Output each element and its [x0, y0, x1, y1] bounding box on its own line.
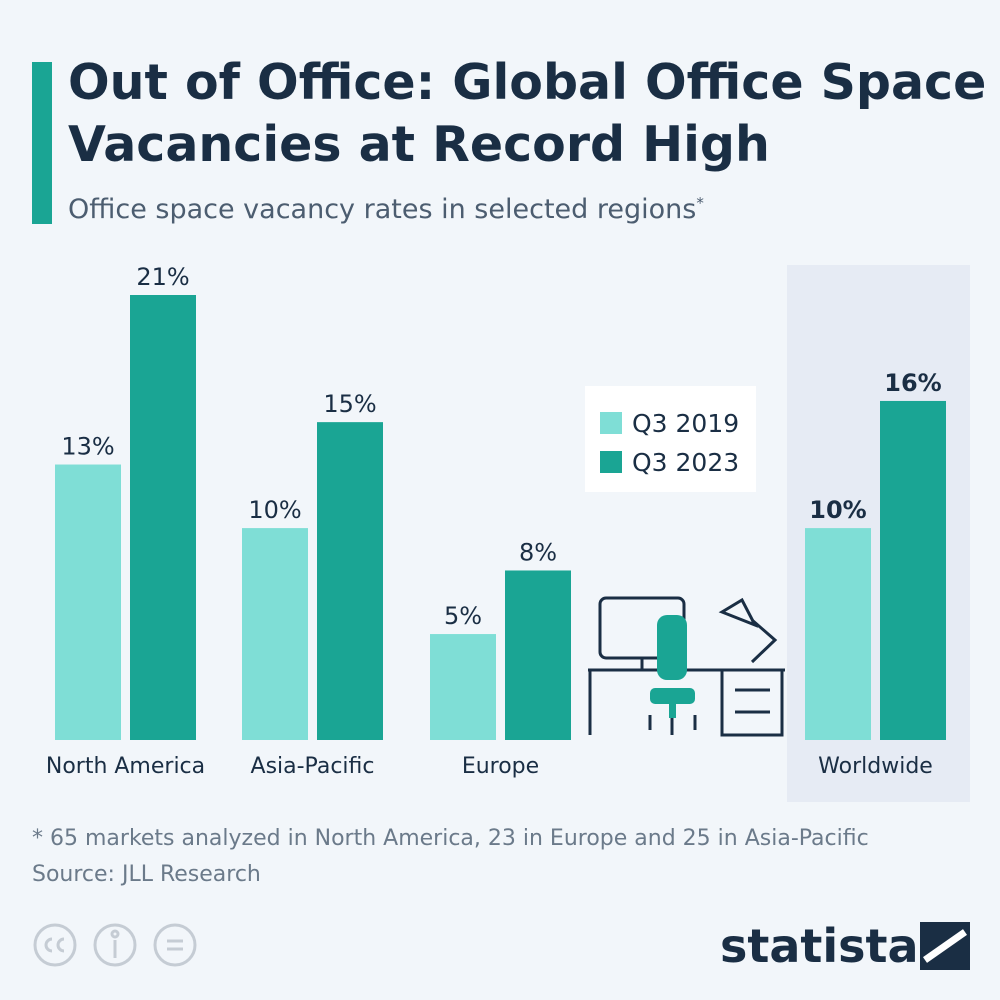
cc-icons	[33, 923, 197, 967]
subtitle-marker: *	[696, 194, 704, 212]
chart-title: Out of Office: Global Office Space Vacan…	[68, 54, 987, 173]
bar	[880, 400, 946, 740]
brand-logo: statista	[720, 919, 919, 973]
x-tick-label: Asia-Pacific	[251, 754, 375, 779]
x-tick-label: Europe	[462, 754, 539, 779]
legend-box	[585, 386, 756, 492]
value-label: 16%	[884, 369, 941, 397]
bar	[130, 295, 196, 740]
bar	[55, 464, 121, 740]
bar	[505, 570, 571, 740]
title-accent	[32, 62, 52, 224]
bar	[430, 634, 496, 740]
value-label: 8%	[519, 538, 557, 566]
value-label: 13%	[61, 433, 114, 461]
brand-mark-stroke	[922, 929, 968, 963]
value-label: 10%	[248, 496, 301, 524]
x-tick-label: North America	[46, 754, 205, 779]
legend-swatch	[600, 451, 622, 473]
chart-subtitle: Office space vacancy rates in selected r…	[68, 194, 704, 225]
x-tick-label: Worldwide	[818, 754, 933, 779]
bar	[242, 528, 308, 740]
value-label: 5%	[444, 602, 482, 630]
value-label: 10%	[809, 496, 866, 524]
bar	[805, 528, 871, 740]
bar	[317, 422, 383, 740]
value-label: 15%	[323, 390, 376, 418]
chair-illustration	[650, 615, 695, 718]
legend-swatch	[600, 412, 622, 434]
source: Source: JLL Research	[32, 862, 261, 887]
legend-label: Q3 2023	[632, 448, 739, 477]
legend-label: Q3 2019	[632, 409, 739, 438]
subtitle-text: Office space vacancy rates in selected r…	[68, 194, 697, 225]
value-label: 21%	[136, 263, 189, 291]
footnote: * 65 markets analyzed in North America, …	[32, 826, 869, 851]
